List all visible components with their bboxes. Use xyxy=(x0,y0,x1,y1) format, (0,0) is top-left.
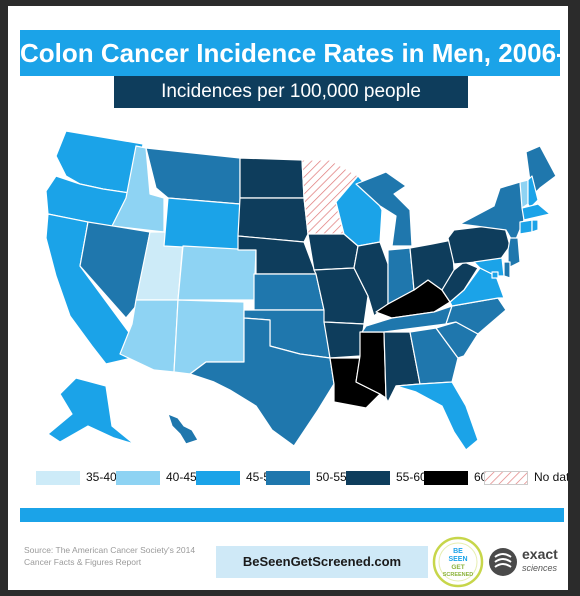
legend-swatch xyxy=(36,471,80,485)
exact-sciences-logo: exact sciences xyxy=(488,546,568,578)
state-ID xyxy=(111,145,165,233)
state-DC xyxy=(491,271,499,279)
state-HI xyxy=(167,413,199,445)
be-seen-get-screened-seal-logo: BE SEEN GET SCREENED xyxy=(432,536,484,588)
state-ND xyxy=(239,157,305,199)
state-DE xyxy=(503,261,511,279)
state-KS xyxy=(253,273,325,311)
state-NJ xyxy=(507,237,521,269)
state-MA xyxy=(521,203,551,221)
state-SD xyxy=(237,197,309,243)
state-TX xyxy=(189,317,335,447)
legend-label: 50-55 xyxy=(316,470,347,484)
source-line: Source: The American Cancer Society's 20… xyxy=(24,545,196,555)
state-WY xyxy=(163,197,241,251)
legend-label: 40-45 xyxy=(166,470,197,484)
state-AR xyxy=(323,321,365,359)
source-note: Source: The American Cancer Society's 20… xyxy=(24,544,214,568)
state-CO xyxy=(177,245,257,301)
divider-bar xyxy=(20,508,564,522)
seal-text: SEEN xyxy=(448,556,467,563)
page-subtitle: Incidences per 100,000 people xyxy=(114,76,468,108)
exact-sciences-mark-icon xyxy=(489,548,517,576)
legend-label: No data xyxy=(534,470,568,484)
legend-swatch xyxy=(424,471,468,485)
us-map xyxy=(45,130,557,451)
source-line: Cancer Facts & Figures Report xyxy=(24,557,142,567)
legend-swatch xyxy=(196,471,240,485)
state-WV xyxy=(441,261,479,303)
exact-word: exact xyxy=(522,546,558,562)
state-NV xyxy=(79,221,151,319)
state-CT xyxy=(519,219,533,235)
legend: 35-40 40-45 45-50 50-55 55-60 60+ No dat… xyxy=(36,468,568,490)
website-link[interactable]: BeSeenGetScreened.com xyxy=(216,546,428,578)
state-NH xyxy=(527,175,539,209)
state-AK xyxy=(47,377,135,445)
sciences-word: sciences xyxy=(522,563,558,573)
seal-text: BE xyxy=(453,548,463,555)
legend-swatch-hatch xyxy=(484,471,528,485)
seal-text: SCREENED xyxy=(443,572,474,578)
state-MI xyxy=(355,171,413,247)
legend-swatch xyxy=(266,471,310,485)
infographic-card: Colon Cancer Incidence Rates in Men, 200… xyxy=(8,6,568,590)
legend-label: 35-40 xyxy=(86,470,117,484)
legend-label: 55-60 xyxy=(396,470,427,484)
state-MT xyxy=(145,147,241,205)
legend-swatch xyxy=(346,471,390,485)
page-title: Colon Cancer Incidence Rates in Men, 200… xyxy=(20,30,568,76)
legend-swatch xyxy=(116,471,160,485)
state-VT xyxy=(519,179,529,209)
seal-text: GET xyxy=(451,564,464,571)
state-FL xyxy=(395,381,479,451)
state-RI xyxy=(531,219,539,233)
